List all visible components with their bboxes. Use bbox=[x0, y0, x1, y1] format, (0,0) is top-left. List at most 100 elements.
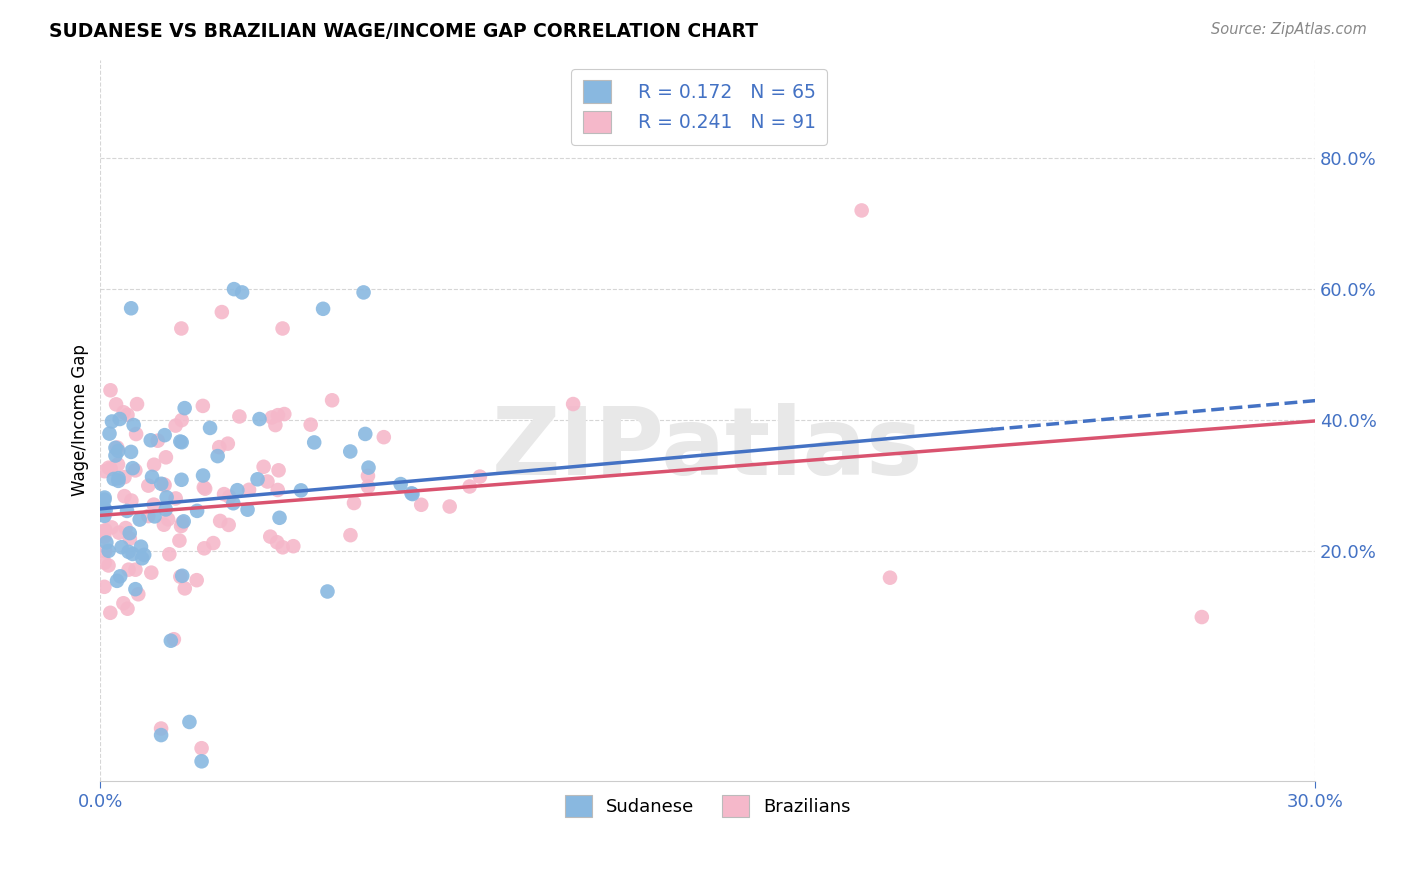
Point bbox=[146, 434, 169, 448]
Point bbox=[93, 524, 115, 539]
Point bbox=[104, 441, 127, 455]
Point bbox=[458, 479, 481, 493]
Point bbox=[97, 558, 120, 573]
Point bbox=[120, 445, 142, 459]
Point bbox=[259, 530, 281, 544]
Point bbox=[191, 468, 214, 483]
Point bbox=[93, 492, 115, 507]
Point bbox=[93, 491, 115, 505]
Point bbox=[173, 401, 195, 416]
Point bbox=[150, 722, 173, 736]
Point bbox=[120, 301, 142, 316]
Point bbox=[238, 483, 260, 497]
Point bbox=[172, 516, 194, 530]
Point bbox=[357, 469, 380, 483]
Point bbox=[107, 471, 129, 485]
Point bbox=[100, 461, 122, 475]
Point bbox=[127, 587, 149, 601]
Point bbox=[124, 463, 146, 477]
Point bbox=[851, 203, 873, 218]
Point bbox=[93, 530, 115, 544]
Y-axis label: Wage/Income Gap: Wage/Income Gap bbox=[72, 344, 89, 496]
Point bbox=[165, 491, 187, 506]
Point bbox=[143, 458, 166, 472]
Legend: Sudanese, Brazilians: Sudanese, Brazilians bbox=[555, 786, 859, 826]
Point bbox=[246, 472, 269, 486]
Point bbox=[93, 501, 115, 516]
Point bbox=[121, 547, 143, 561]
Point bbox=[190, 741, 212, 756]
Point bbox=[411, 498, 433, 512]
Point bbox=[217, 436, 239, 450]
Point bbox=[172, 568, 194, 582]
Text: ZIPatlas: ZIPatlas bbox=[492, 403, 924, 495]
Point bbox=[93, 508, 115, 523]
Point bbox=[194, 482, 217, 496]
Point bbox=[343, 496, 366, 510]
Point bbox=[283, 539, 305, 553]
Point bbox=[125, 427, 148, 442]
Point bbox=[186, 504, 208, 518]
Point bbox=[267, 408, 290, 422]
Point bbox=[202, 536, 225, 550]
Point bbox=[271, 321, 294, 335]
Point bbox=[136, 509, 159, 524]
Point bbox=[267, 463, 290, 477]
Point bbox=[101, 415, 124, 429]
Point bbox=[121, 461, 143, 475]
Point bbox=[112, 405, 135, 419]
Point bbox=[439, 500, 461, 514]
Point bbox=[353, 285, 375, 300]
Point bbox=[118, 526, 141, 541]
Point bbox=[122, 417, 145, 432]
Point bbox=[212, 487, 235, 501]
Point bbox=[108, 569, 131, 583]
Point bbox=[157, 547, 180, 561]
Point bbox=[193, 541, 215, 556]
Point bbox=[222, 496, 245, 510]
Point bbox=[108, 412, 131, 426]
Point bbox=[191, 399, 214, 413]
Point bbox=[117, 545, 139, 559]
Point bbox=[290, 483, 312, 498]
Point bbox=[169, 434, 191, 449]
Point bbox=[468, 469, 491, 483]
Point bbox=[98, 426, 121, 441]
Point bbox=[190, 754, 212, 768]
Point bbox=[193, 480, 215, 494]
Point bbox=[218, 490, 240, 504]
Point bbox=[124, 582, 146, 596]
Point bbox=[96, 535, 118, 549]
Point bbox=[226, 483, 249, 498]
Point bbox=[153, 478, 176, 492]
Point bbox=[117, 408, 139, 422]
Point bbox=[169, 569, 191, 583]
Point bbox=[256, 475, 278, 489]
Point bbox=[401, 486, 423, 500]
Point bbox=[170, 321, 193, 335]
Point bbox=[179, 714, 201, 729]
Point bbox=[879, 571, 901, 585]
Point bbox=[153, 428, 176, 442]
Point bbox=[155, 450, 177, 465]
Point bbox=[105, 574, 128, 588]
Point bbox=[218, 517, 240, 532]
Point bbox=[222, 282, 245, 296]
Text: Source: ZipAtlas.com: Source: ZipAtlas.com bbox=[1211, 22, 1367, 37]
Point bbox=[120, 493, 142, 508]
Point bbox=[152, 477, 174, 491]
Point bbox=[302, 435, 325, 450]
Point bbox=[170, 519, 193, 533]
Point bbox=[112, 596, 135, 610]
Point bbox=[118, 532, 141, 546]
Point bbox=[173, 582, 195, 596]
Point bbox=[105, 397, 128, 411]
Text: SUDANESE VS BRAZILIAN WAGE/INCOME GAP CORRELATION CHART: SUDANESE VS BRAZILIAN WAGE/INCOME GAP CO… bbox=[49, 22, 758, 41]
Point bbox=[141, 470, 163, 484]
Point bbox=[100, 384, 122, 398]
Point bbox=[114, 489, 136, 503]
Point bbox=[117, 563, 139, 577]
Point bbox=[141, 566, 163, 580]
Point bbox=[131, 551, 153, 566]
Point bbox=[157, 512, 180, 526]
